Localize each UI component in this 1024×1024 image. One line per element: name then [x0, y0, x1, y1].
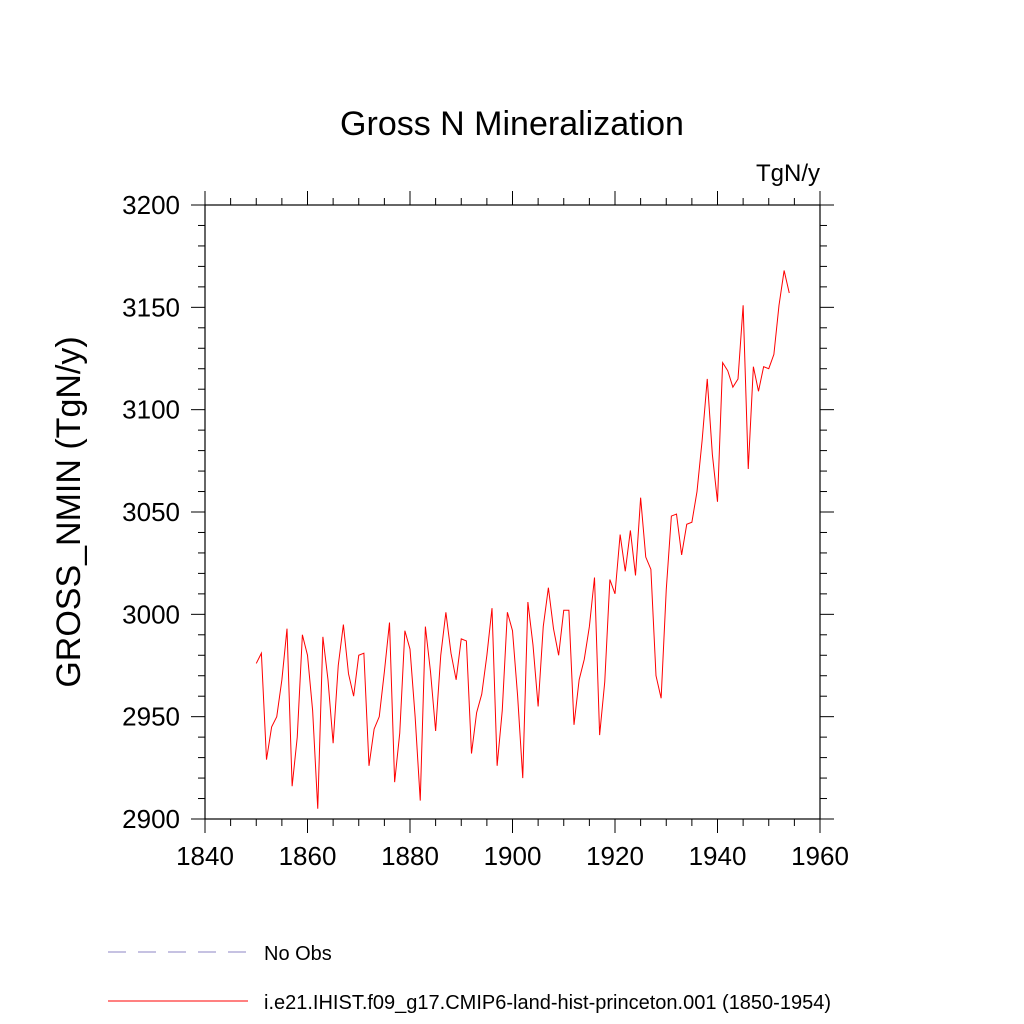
axis-tick-labels: 1840 1860 1880 1900 1920 1940 1960 2900 2950 3000… — [122, 190, 849, 871]
y-tick-label: 3150 — [122, 292, 180, 322]
units-label: TgN/y — [756, 160, 820, 187]
legend: No Obs i.e21.IHIST.f09_g17.CMIP6-land-hi… — [108, 943, 831, 1014]
series-line — [255, 270, 790, 809]
x-tick-label: 1940 — [689, 841, 747, 871]
series-layer — [255, 270, 790, 809]
legend-label-no-obs: No Obs — [264, 943, 332, 965]
axis-ticks — [191, 191, 834, 833]
y-tick-label: 3050 — [122, 497, 180, 527]
y-tick-label: 3200 — [122, 190, 180, 220]
x-tick-label: 1840 — [176, 841, 234, 871]
chart-title: Gross N Mineralization — [340, 105, 684, 143]
y-axis-label: GROSS_NMIN (TgN/y) — [50, 336, 88, 687]
x-tick-label: 1880 — [381, 841, 439, 871]
x-tick-label: 1860 — [279, 841, 337, 871]
y-tick-label: 2950 — [122, 702, 180, 732]
y-tick-label: 2900 — [122, 804, 180, 834]
x-tick-label: 1900 — [484, 841, 542, 871]
x-tick-label: 1960 — [791, 841, 849, 871]
y-tick-label: 3000 — [122, 599, 180, 629]
plot-frame — [204, 204, 821, 820]
x-tick-label: 1920 — [586, 841, 644, 871]
y-tick-label: 3100 — [122, 395, 180, 425]
legend-label-model-run: i.e21.IHIST.f09_g17.CMIP6-land-hist-prin… — [264, 992, 831, 1014]
